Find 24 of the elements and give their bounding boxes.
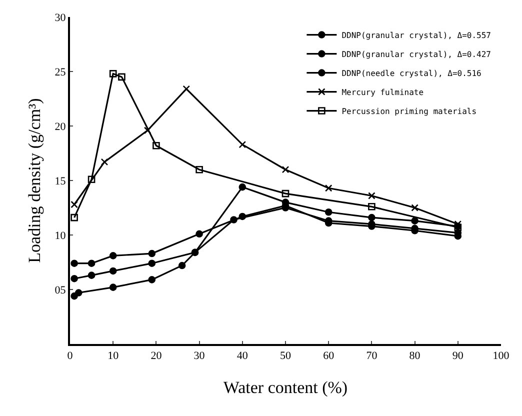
y-tick-label: 20 — [54, 120, 66, 133]
x-tick-label: 30 — [194, 350, 206, 362]
y-tick-label: 30 — [54, 12, 66, 24]
x-tick-label: 50 — [280, 350, 292, 362]
legend-label: DDNP(granular crystal), Δ=0.557 — [342, 30, 492, 40]
x-tick-label: 90 — [452, 350, 464, 362]
x-tick-label: 80 — [409, 350, 421, 362]
legend-label: DDNP(granular crystal), Δ=0.427 — [342, 50, 492, 59]
y-tick-label: 10 — [54, 230, 66, 242]
x-axis-title: Water content (%) — [223, 378, 348, 398]
x-tick-label: 40 — [236, 350, 248, 362]
legend-label: Percussion priming materials — [342, 106, 477, 116]
x-tick-label: 20 — [150, 350, 162, 362]
x-tick-label: 10 — [108, 350, 120, 362]
y-axis-title: Loading density (g/cm³) — [24, 98, 44, 263]
legend-label: Mercury fulminate — [342, 88, 424, 97]
x-tick-label: 100 — [492, 350, 510, 362]
y-tick-label: 05 — [54, 284, 66, 296]
x-tick-label: 70 — [366, 350, 378, 362]
y-tick-label: 15 — [54, 175, 66, 188]
legend-label: DDNP(needle crystal), Δ=0.516 — [342, 68, 482, 78]
x-tick-label: 0 — [67, 350, 74, 362]
x-tick-label: 60 — [323, 350, 335, 362]
y-tick-label: 25 — [54, 66, 66, 78]
